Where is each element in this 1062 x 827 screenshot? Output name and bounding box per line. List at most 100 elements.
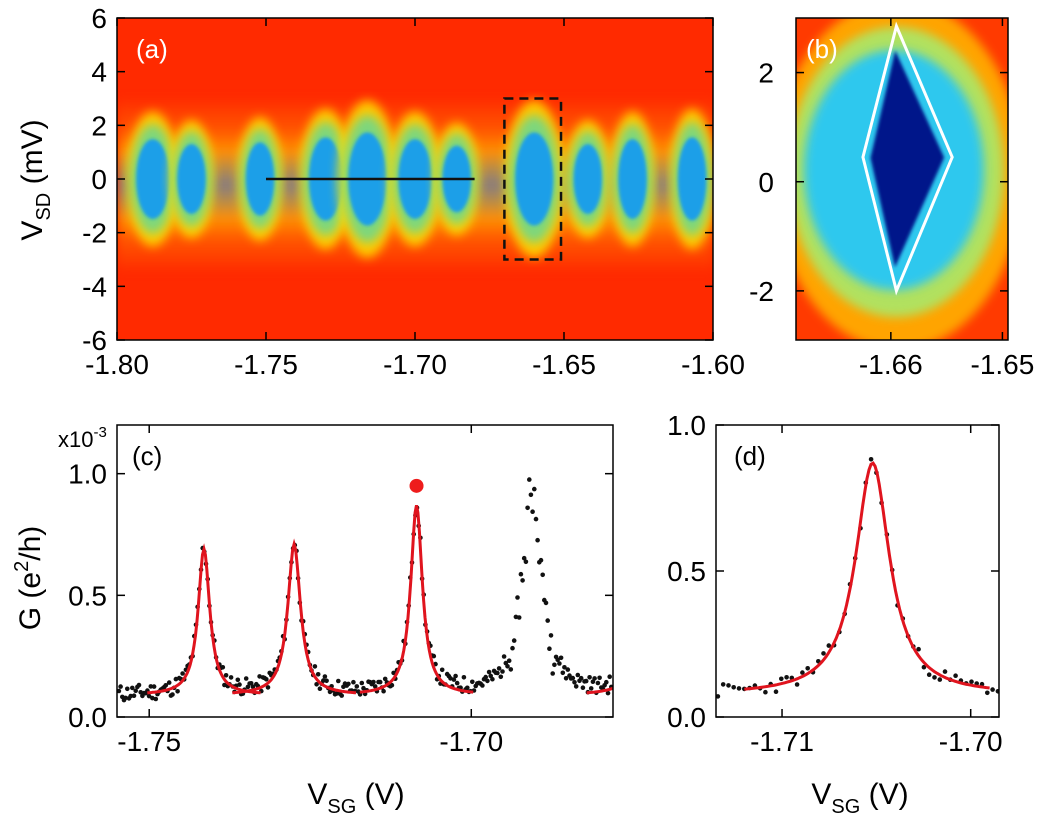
- data-point: [763, 689, 768, 695]
- y-tick-label: 0.5: [667, 556, 706, 587]
- panel-c-xlabel: VSG (V): [307, 778, 404, 818]
- data-point: [731, 685, 736, 690]
- highlight-marker: [409, 478, 424, 493]
- data-point: [557, 661, 562, 666]
- fit-curve: [232, 538, 357, 695]
- data-point: [540, 572, 545, 578]
- data-point: [125, 686, 130, 692]
- data-point: [578, 675, 584, 681]
- data-point: [223, 673, 229, 678]
- data-point: [794, 682, 800, 687]
- data-point: [505, 664, 510, 669]
- data-point: [265, 685, 271, 690]
- data-point: [382, 676, 388, 682]
- panel-c-fits: [147, 505, 613, 695]
- data-point: [453, 673, 458, 679]
- data-point: [235, 677, 241, 683]
- data-point: [264, 677, 269, 682]
- x-tick-label: -1.60: [681, 349, 745, 380]
- x-tick-label: -1.65: [532, 349, 596, 380]
- data-point: [588, 686, 594, 691]
- data-point: [563, 676, 569, 681]
- data-point: [607, 674, 612, 679]
- data-point: [726, 683, 731, 688]
- data-point: [243, 676, 249, 681]
- data-point: [805, 666, 810, 671]
- diamond-core: [515, 132, 554, 226]
- data-point: [736, 686, 742, 691]
- data-point: [354, 684, 360, 689]
- data-point: [826, 643, 832, 648]
- data-point: [153, 696, 159, 702]
- data-point: [538, 557, 544, 563]
- data-point: [321, 678, 326, 683]
- ylabel-c-rest: /h): [14, 526, 47, 561]
- xlabel-d-main: V: [811, 778, 831, 811]
- data-point: [521, 555, 527, 561]
- panel-a-label: (a): [136, 34, 168, 64]
- data-point: [118, 684, 123, 689]
- data-point: [312, 664, 318, 669]
- data-point: [573, 684, 579, 689]
- fit-curve: [586, 686, 613, 695]
- data-point: [500, 669, 505, 674]
- data-point: [377, 679, 383, 685]
- diamond-core: [677, 137, 707, 221]
- data-point: [465, 685, 470, 691]
- data-point: [921, 664, 927, 670]
- data-point: [314, 682, 319, 687]
- x-tick-label: -1.70: [939, 726, 1003, 757]
- fit-curve: [147, 543, 261, 695]
- data-point: [131, 693, 137, 698]
- data-point: [486, 669, 492, 675]
- data-point: [545, 618, 550, 623]
- ylabel-a-main: V: [16, 221, 49, 241]
- data-point: [773, 689, 779, 694]
- data-point: [543, 600, 549, 606]
- data-point: [389, 682, 395, 688]
- data-point: [587, 675, 592, 680]
- data-point: [985, 690, 990, 696]
- y-exponent-power: -3: [93, 424, 106, 441]
- data-point: [508, 667, 514, 672]
- data-point: [175, 689, 180, 694]
- data-point: [605, 690, 611, 696]
- xlabel-c-rest: (V): [356, 778, 404, 811]
- data-point: [454, 680, 460, 686]
- data-point: [937, 677, 943, 682]
- y-tick-label: -6: [82, 325, 107, 356]
- diamond-core: [618, 139, 647, 219]
- data-point: [371, 679, 376, 685]
- data-point: [926, 672, 932, 677]
- y-exponent-label: x10-3: [58, 424, 107, 452]
- data-point: [548, 633, 554, 638]
- data-point: [501, 654, 507, 659]
- data-point: [439, 667, 445, 673]
- data-point: [533, 516, 539, 522]
- data-point: [123, 695, 128, 701]
- data-point: [496, 666, 502, 671]
- diamond-core: [177, 144, 206, 214]
- panel-d-ticks: -1.71 -1.70 0.0 0.5 1.0: [667, 410, 1003, 757]
- x-tick-label: -1.75: [117, 726, 181, 757]
- ylabel-a-rest: (mV): [16, 119, 49, 192]
- x-tick-label: -1.66: [859, 349, 923, 380]
- data-point: [128, 693, 133, 699]
- data-point: [451, 677, 457, 682]
- data-point: [317, 686, 323, 691]
- panel-a-ylabel: VSD (mV): [16, 119, 55, 240]
- panel-d-fit-line: [744, 461, 990, 691]
- ylabel-c-main: G (e: [14, 572, 47, 630]
- data-point: [490, 676, 495, 682]
- data-point: [136, 682, 142, 688]
- panel-b-label: (b): [806, 34, 838, 64]
- y-tick-label: 0.0: [68, 702, 107, 733]
- data-point: [800, 670, 805, 675]
- panel-c-ylabel: G (e2/h): [11, 526, 47, 631]
- data-point: [518, 571, 524, 577]
- data-point: [148, 684, 154, 689]
- y-tick-label: -2: [82, 218, 107, 249]
- data-point: [868, 457, 874, 462]
- data-point: [250, 684, 256, 689]
